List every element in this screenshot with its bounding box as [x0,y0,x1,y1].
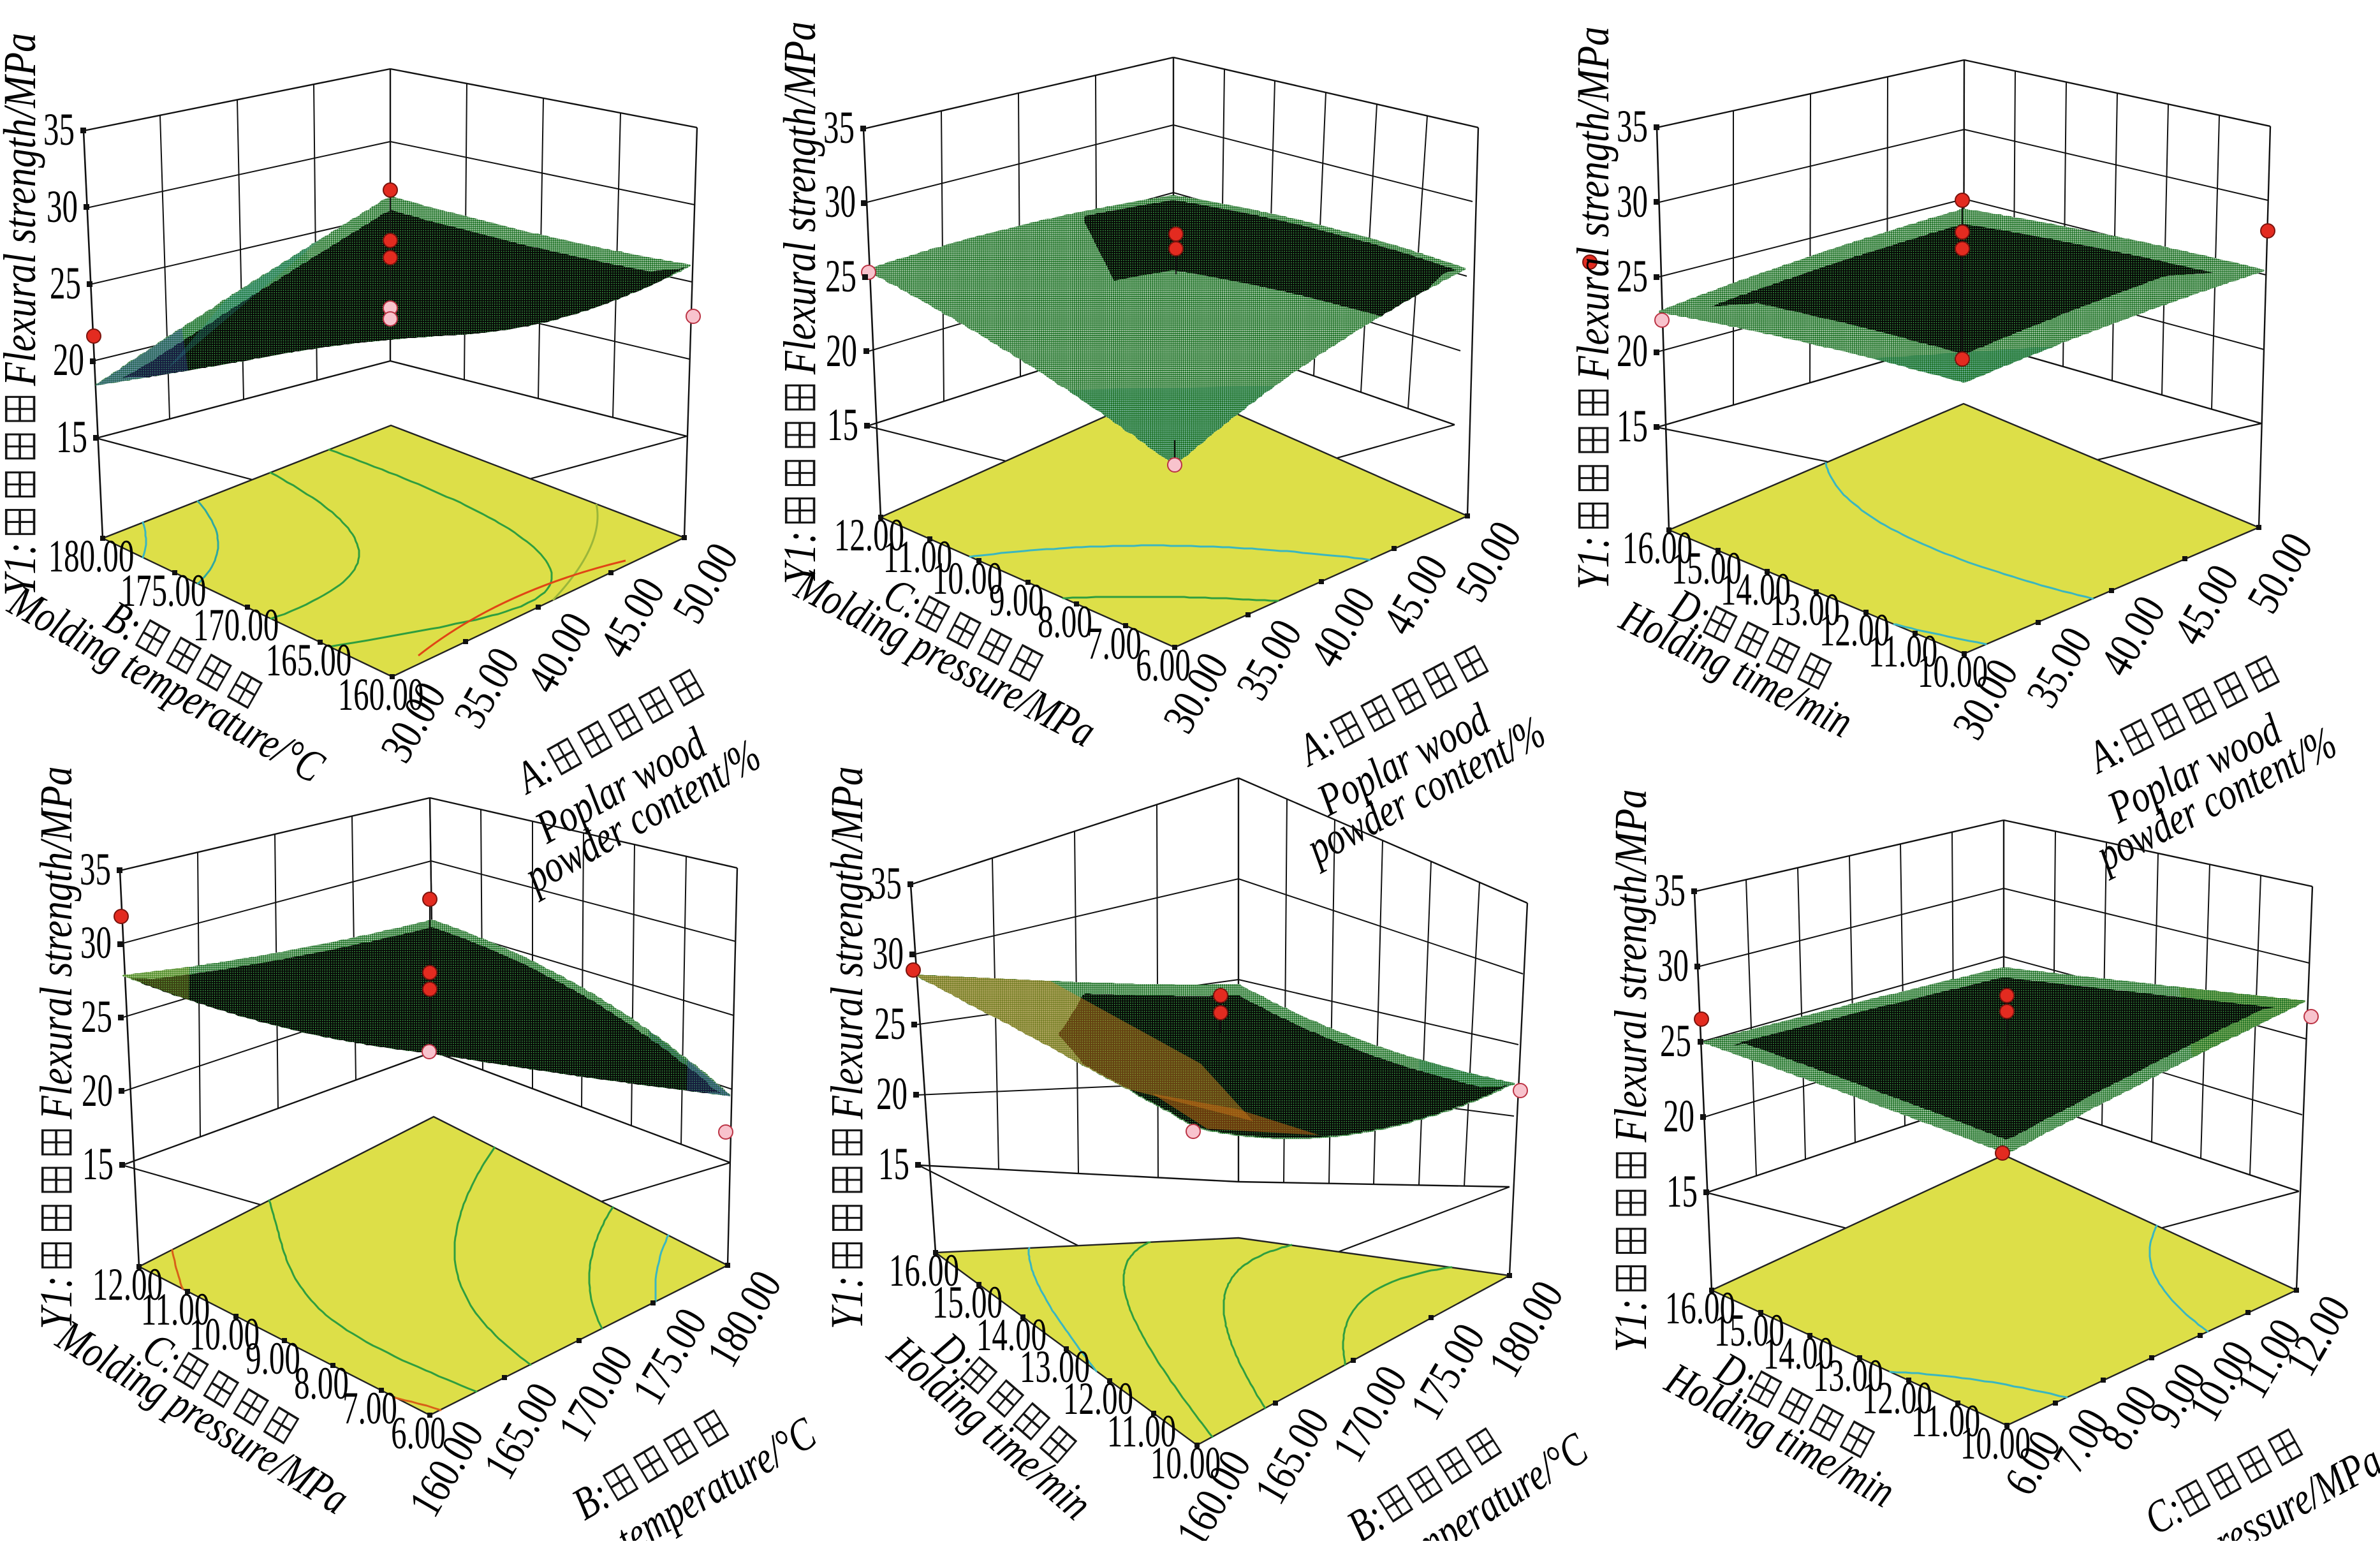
svg-text:8.00: 8.00 [1038,597,1092,648]
svg-text:Flexural strength/MPa: Flexural strength/MPa [775,22,825,375]
svg-text:20: 20 [1663,1091,1694,1142]
svg-text:25: 25 [874,999,906,1050]
svg-text:12.00: 12.00 [1063,1374,1133,1425]
svg-text:35: 35 [80,844,111,895]
svg-text:15.00: 15.00 [1714,1305,1784,1357]
svg-text:25: 25 [50,258,81,309]
svg-text:16.00: 16.00 [889,1246,959,1297]
svg-text:15: 15 [1666,1166,1698,1217]
svg-text:30: 30 [825,177,856,228]
svg-text:15: 15 [878,1139,909,1190]
svg-text:160.00: 160.00 [338,670,424,721]
svg-text:Y1:: Y1: [0,542,45,596]
svg-text:30: 30 [1617,177,1648,228]
svg-text:11.00: 11.00 [141,1284,210,1335]
svg-text:9.00: 9.00 [989,575,1044,626]
svg-text:Y1:: Y1: [31,1276,82,1329]
svg-text:Flexural strength/MPa: Flexural strength/MPa [822,767,872,1120]
svg-text:Flexural strength/MPa: Flexural strength/MPa [1568,27,1619,380]
svg-text:6.00: 6.00 [391,1408,446,1459]
svg-text:12.00: 12.00 [1862,1373,1932,1424]
svg-text:20: 20 [53,335,84,386]
svg-text:25: 25 [81,992,112,1043]
svg-text:175.00: 175.00 [121,566,207,617]
svg-text:30: 30 [872,929,904,980]
svg-text:20: 20 [876,1069,907,1120]
svg-text:Y1:: Y1: [775,531,825,584]
svg-text:165.00: 165.00 [266,635,352,686]
svg-text:30: 30 [1657,941,1689,992]
svg-text:15.00: 15.00 [1671,543,1742,594]
svg-text:13.00: 13.00 [1813,1351,1883,1402]
svg-text:14.00: 14.00 [1763,1328,1833,1379]
svg-text:Flexural strength/MPa: Flexural strength/MPa [31,767,82,1120]
svg-text:30: 30 [47,182,78,233]
svg-text:35: 35 [823,103,855,154]
svg-text:35: 35 [1654,865,1686,916]
svg-text:13.00: 13.00 [1770,585,1840,636]
svg-text:11.00: 11.00 [1107,1406,1176,1457]
svg-text:20: 20 [826,326,857,377]
svg-text:170.00: 170.00 [193,600,279,651]
svg-text:10.00: 10.00 [1918,647,1988,698]
svg-text:13.00: 13.00 [1020,1342,1090,1393]
svg-text:11.00: 11.00 [1911,1396,1980,1447]
svg-text:8.00: 8.00 [294,1358,349,1409]
svg-text:16.00: 16.00 [1665,1283,1735,1334]
svg-text:20: 20 [82,1066,113,1117]
svg-text:25: 25 [1617,251,1648,302]
svg-text:180.00: 180.00 [48,531,135,582]
svg-text:16.00: 16.00 [1622,523,1693,574]
svg-text:12.00: 12.00 [92,1260,163,1311]
svg-text:25: 25 [825,251,856,302]
svg-text:10.00: 10.00 [932,554,1003,605]
svg-text:30: 30 [80,918,112,969]
svg-text:11.00: 11.00 [1869,626,1937,677]
svg-text:Flexural strength/MPa: Flexural strength/MPa [1606,790,1656,1143]
svg-text:35: 35 [43,105,75,156]
svg-text:Flexural strength/MPa: Flexural strength/MPa [0,33,45,386]
svg-text:14.00: 14.00 [1721,564,1791,615]
svg-text:7.00: 7.00 [1087,619,1142,670]
svg-text:Y1:: Y1: [1568,536,1619,589]
svg-text:12.00: 12.00 [1819,605,1890,656]
svg-text:12.00: 12.00 [834,510,904,561]
svg-text:10.00: 10.00 [1960,1418,2031,1469]
svg-text:11.00: 11.00 [883,532,952,583]
svg-text:25: 25 [1660,1016,1691,1067]
svg-text:Y1:: Y1: [822,1276,872,1329]
svg-text:10.00: 10.00 [1150,1438,1221,1489]
svg-text:14.00: 14.00 [976,1310,1047,1361]
svg-text:35: 35 [870,858,902,909]
svg-text:15: 15 [82,1139,114,1190]
svg-text:9.00: 9.00 [246,1334,300,1385]
svg-text:7.00: 7.00 [342,1383,397,1434]
svg-text:15: 15 [827,400,858,451]
svg-text:10.00: 10.00 [189,1309,260,1360]
svg-text:15: 15 [56,412,87,463]
svg-text:6.00: 6.00 [1136,640,1191,691]
svg-text:20: 20 [1617,326,1648,377]
svg-text:Y1:: Y1: [1606,1298,1656,1352]
svg-text:15: 15 [1617,401,1648,452]
svg-text:35: 35 [1617,101,1648,152]
svg-text:15.00: 15.00 [932,1277,1003,1328]
